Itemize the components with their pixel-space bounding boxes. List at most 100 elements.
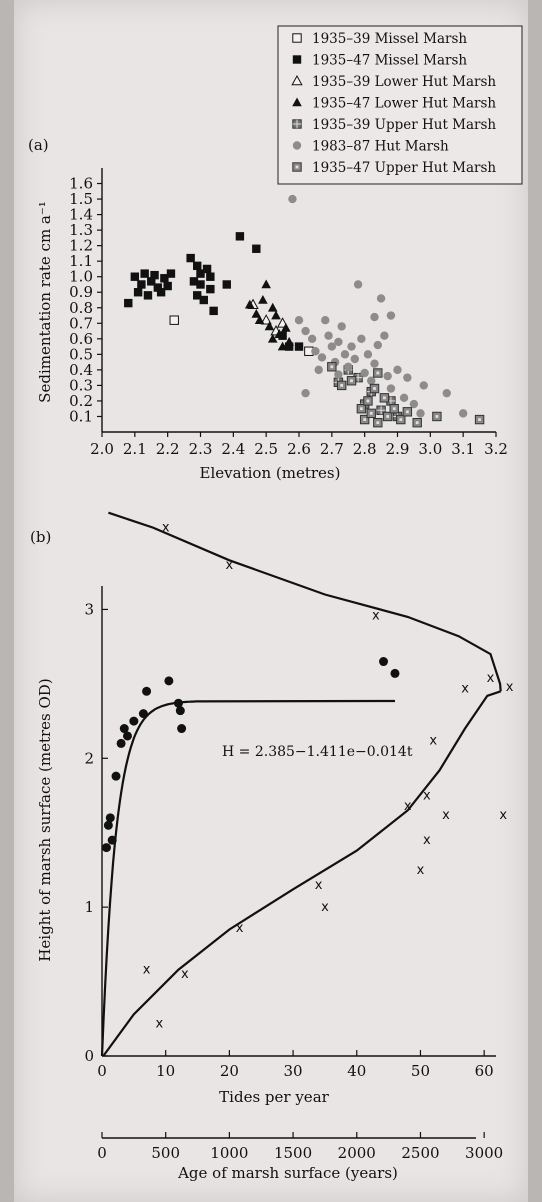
panel-b-point — [138, 709, 148, 719]
panel-a-point — [294, 315, 304, 325]
panel-b-x-point: x — [226, 558, 234, 573]
panel-a-point — [386, 311, 396, 320]
panel-a-point — [336, 380, 347, 391]
panel-b-point — [390, 668, 400, 678]
panel-a-point — [294, 342, 304, 351]
panel-a-x-tick-label: 2.2 — [156, 440, 180, 458]
equation-annotation: H = 2.385−1.411e−0.014t — [222, 744, 413, 760]
panel-a-point — [288, 194, 297, 204]
panel-a-point — [251, 308, 262, 318]
panel-b-x-tick-label: 40 — [347, 1062, 366, 1080]
panel-a-point — [301, 388, 310, 398]
panel-b-x-tick-label: 0 — [97, 1062, 107, 1080]
panel-a-point — [334, 370, 343, 379]
panel-a-point — [363, 350, 373, 359]
legend-entry: 1935–39 Upper Hut Marsh — [312, 117, 496, 133]
panel-a-point — [383, 371, 392, 381]
panel-b-x2-tick-label: 1500 — [274, 1144, 312, 1162]
legend-entry: 1935–47 Lower Hut Marsh — [312, 96, 496, 112]
panel-b-point — [379, 657, 389, 667]
panel-a-y-tick-label: 0.5 — [69, 345, 93, 363]
panel-a-point — [432, 411, 442, 422]
panel-a-point — [399, 393, 409, 403]
panel-a-x-tick-label: 2.0 — [90, 440, 114, 458]
panel-a-x-tick-label: 2.7 — [320, 440, 344, 458]
panel-a-y-tick-label: 1.1 — [69, 252, 93, 270]
panel-a-point — [199, 295, 208, 305]
panel-a-point — [150, 270, 159, 280]
panel-a-point — [206, 284, 215, 294]
panel-b-x-tick-label: 30 — [284, 1062, 303, 1080]
panel-b-point — [164, 676, 174, 686]
panel-b-x-point: x — [162, 521, 170, 536]
panel-a-point — [235, 232, 245, 241]
panel-b-point — [129, 716, 139, 726]
panel-a-point — [350, 354, 360, 364]
panel-b-x-tick-label: 50 — [411, 1062, 430, 1080]
panel-b-x-point: x — [143, 963, 151, 978]
panel-a-y-tick-label: 1.2 — [69, 237, 93, 255]
panel-b-x-tick-label: 10 — [156, 1062, 175, 1080]
legend-marker — [292, 55, 302, 64]
panel-b-label: (b) — [30, 528, 51, 546]
panel-a-point — [376, 294, 386, 303]
panel-a-y-tick-label: 0.2 — [69, 392, 93, 410]
panel-a-point — [373, 417, 383, 428]
panel-a-point — [396, 414, 406, 425]
panel-a-point — [363, 396, 373, 406]
panel-a-point — [393, 365, 402, 375]
panel-b-point — [103, 820, 113, 830]
panel-a-y-tick-label: 1.4 — [69, 206, 93, 224]
panel-a-x-tick-label: 3.1 — [451, 440, 475, 458]
panel-a-point — [281, 322, 291, 332]
panel-a-x-tick-label: 2.8 — [353, 440, 377, 458]
panel-a-point — [314, 365, 323, 375]
panel-a-point — [284, 342, 294, 351]
panel-a-point — [416, 409, 425, 418]
panel-a-point — [264, 321, 275, 331]
panel-a-point — [160, 274, 169, 283]
panel-a-point — [140, 269, 149, 278]
panel-b-x-point: x — [499, 808, 507, 823]
panel-b-x2-tick-label: 0 — [97, 1144, 107, 1162]
panel-a: (a) 1935–39 Missel Marsh 1935–47 Missel M… — [28, 25, 523, 482]
panel-a-point — [360, 368, 369, 378]
panel-b-ylabel: Height of marsh surface (metres OD) — [36, 678, 54, 961]
panel-a-point — [133, 288, 143, 297]
panel-a-point — [169, 315, 179, 325]
panel-b-x2-tick-label: 2500 — [401, 1144, 439, 1162]
panel-a-point — [267, 302, 278, 312]
lower-envelope-curve — [102, 690, 502, 1057]
panel-a-point — [260, 314, 272, 325]
panel-a-y-tick-label: 0.7 — [69, 314, 93, 332]
panel-a-point — [193, 261, 202, 271]
panel-a-point — [402, 407, 413, 417]
panel-b: (b) 0 10 20 30 40 50 600 500 1000 1500 2000 2500 300… — [30, 511, 514, 1182]
panel-b-x-point: x — [423, 789, 431, 804]
panel-a-point — [137, 280, 146, 289]
legend-entry: 1935–47 Missel Marsh — [312, 53, 467, 69]
panel-a-point — [284, 336, 294, 346]
panel-a-point — [327, 362, 337, 372]
panel-a-y-tick-label: 1.0 — [69, 268, 93, 286]
legend-entry: 1983–87 Hut Marsh — [312, 139, 449, 155]
panel-b-x-point: x — [417, 863, 425, 878]
panel-b-point — [177, 724, 187, 734]
panel-b-y-tick-label: 3 — [84, 600, 94, 618]
panel-b-point — [101, 843, 111, 853]
panel-a-point — [166, 269, 176, 278]
panel-b-x-point: x — [181, 967, 189, 982]
panel-a-y-tick-label: 0.6 — [69, 330, 93, 348]
legend-box — [277, 25, 523, 185]
panel-a-point — [344, 362, 353, 371]
panel-a-point — [340, 350, 350, 359]
panel-a-point — [370, 312, 379, 322]
panel-b-y-tick-label: 0 — [84, 1047, 94, 1065]
panel-a-point — [379, 393, 390, 403]
panel-a-y-tick-label: 1.3 — [69, 221, 93, 239]
panel-a-point — [147, 277, 156, 286]
panel-b-point — [105, 813, 115, 823]
panel-a-y-tick-label: 1.5 — [69, 190, 93, 208]
panel-a-point — [373, 368, 383, 378]
panel-b-x-point: x — [423, 833, 431, 848]
